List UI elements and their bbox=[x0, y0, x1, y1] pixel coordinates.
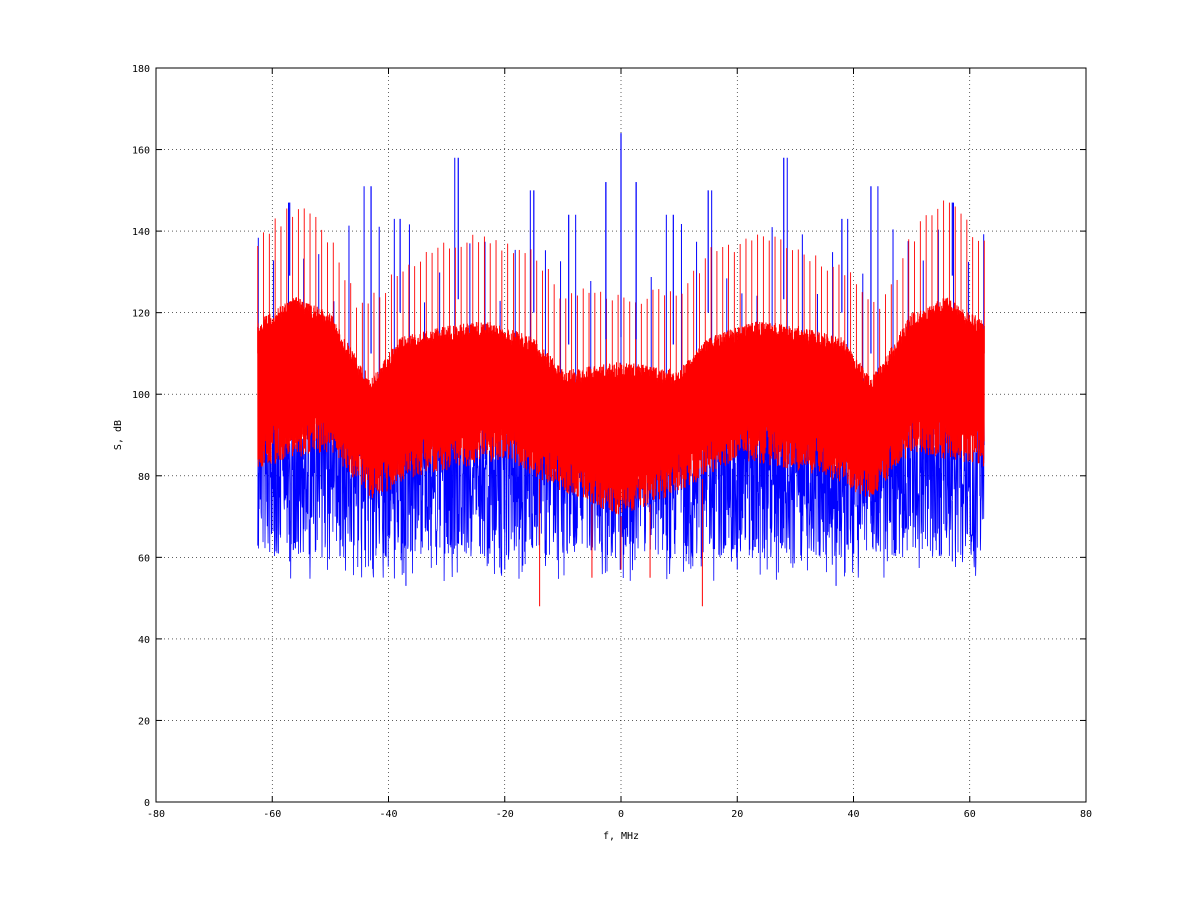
y-tick-label: 100 bbox=[132, 390, 150, 401]
y-tick-label: 180 bbox=[132, 64, 150, 75]
x-tick-label: 20 bbox=[731, 809, 743, 820]
x-tick-label: -60 bbox=[263, 809, 281, 820]
x-tick-label: 40 bbox=[847, 809, 859, 820]
red-series-band bbox=[257, 297, 985, 515]
axis-ticks: -80 -60 -40 -20 0 20 40 60 80 0 20 40 60 80 100 120 140 1… bbox=[132, 64, 1092, 820]
y-tick-label: 120 bbox=[132, 309, 150, 320]
x-tick-label: 60 bbox=[964, 809, 976, 820]
data-series bbox=[257, 133, 985, 607]
y-tick-label: 80 bbox=[138, 472, 150, 483]
y-tick-label: 140 bbox=[132, 227, 150, 238]
y-tick-label: 160 bbox=[132, 146, 150, 157]
y-tick-label: 20 bbox=[138, 716, 150, 727]
x-tick-label: -80 bbox=[147, 809, 165, 820]
y-tick-label: 40 bbox=[138, 635, 150, 646]
x-tick-label: 0 bbox=[618, 809, 624, 820]
x-axis-label: f, MHz bbox=[603, 831, 639, 842]
blue-series-peaks-overlay bbox=[289, 133, 953, 354]
y-tick-label: 0 bbox=[144, 798, 150, 809]
x-tick-label: 80 bbox=[1080, 809, 1092, 820]
y-tick-label: 60 bbox=[138, 553, 150, 564]
red-series-spikes bbox=[257, 200, 985, 407]
x-tick-label: -20 bbox=[496, 809, 514, 820]
y-axis-label: S, dB bbox=[113, 420, 124, 450]
x-tick-label: -40 bbox=[379, 809, 397, 820]
